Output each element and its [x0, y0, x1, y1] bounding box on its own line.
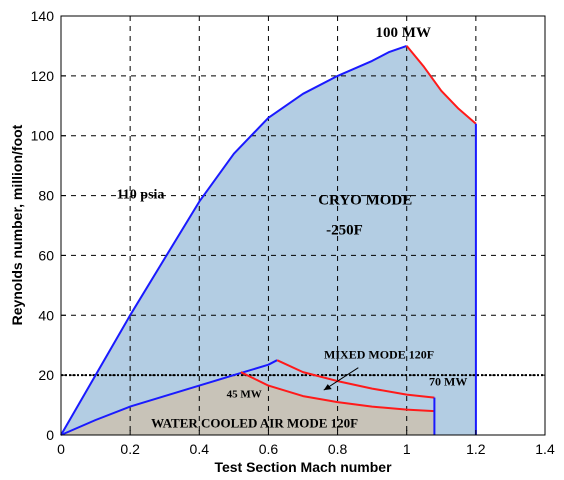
annotation-label: 45 MW [227, 389, 262, 401]
annotation-label: 70 MW [429, 375, 467, 389]
y-tick-label: 20 [38, 367, 54, 383]
series-line-4 [60, 359, 278, 436]
series-line-2 [405, 45, 477, 125]
x-tick-label: 1 [403, 441, 411, 457]
y-tick-label: 60 [38, 247, 54, 263]
annotation-label: WATER COOLED AIR MODE 120F [151, 416, 358, 431]
y-tick-label: 120 [31, 68, 55, 84]
x-tick-label: 0.6 [259, 441, 279, 457]
annotation-label: MIXED MODE 120F [324, 348, 434, 362]
y-tick-label: 0 [46, 427, 54, 443]
x-tick-label: 1.4 [535, 441, 555, 457]
x-tick-label: 0.8 [328, 441, 348, 457]
y-tick-label: 140 [31, 8, 55, 24]
y-tick-label: 100 [31, 128, 55, 144]
annotation-label: -250F [326, 222, 363, 238]
y-axis-label: Reynolds number, million/foot [9, 124, 25, 325]
annotation-label: 110 psia [117, 188, 165, 203]
series-line-5 [276, 359, 435, 399]
annotation-label: CRYO MODE [318, 193, 412, 209]
plot-frame [60, 15, 546, 436]
y-tick-label: 80 [38, 188, 54, 204]
mixed-mode-arrowhead [323, 384, 332, 391]
x-tick-label: 0 [57, 441, 65, 457]
x-tick-label: 0.4 [190, 441, 210, 457]
water-cooled-region [61, 372, 435, 435]
series-line-1 [60, 44, 408, 436]
x-axis-label: Test Section Mach number [214, 459, 392, 475]
x-tick-label: 0.2 [120, 441, 140, 457]
y-tick-label: 40 [38, 307, 54, 323]
annotation-label: 100 MW [376, 25, 431, 41]
series-line-6 [240, 371, 435, 413]
x-tick-label: 1.2 [466, 441, 486, 457]
